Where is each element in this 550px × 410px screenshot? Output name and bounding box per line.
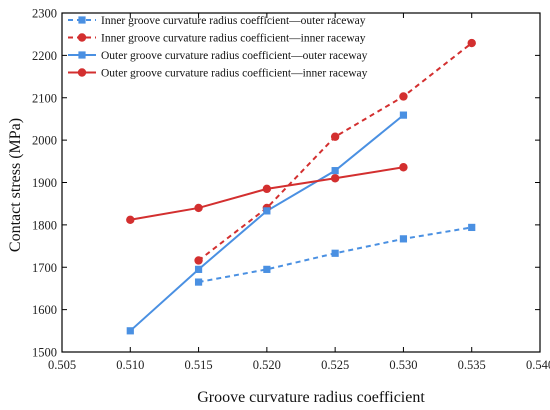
- x-tick-label: 0.525: [321, 358, 349, 372]
- x-axis-title: Groove curvature radius coefficient: [197, 389, 425, 406]
- series-2-point: [126, 327, 134, 335]
- series-0-point: [331, 249, 339, 257]
- series-3-point: [330, 174, 340, 183]
- legend-marker-2: [78, 51, 86, 59]
- x-tick-label: 0.520: [253, 358, 281, 372]
- series-1-point: [467, 38, 476, 48]
- series-1-point: [399, 92, 408, 101]
- x-tick-label: 0.510: [116, 358, 144, 372]
- series-1-point: [330, 132, 340, 141]
- plot-frame: [61, 12, 541, 353]
- legend-label-3: Outer groove curvature radius coefficien…: [101, 68, 368, 80]
- y-tick-label: 1900: [32, 176, 57, 190]
- legend-label-1: Inner groove curvature radius coefficien…: [101, 33, 366, 45]
- x-tick-label: 0.540: [526, 358, 550, 372]
- y-tick-label: 2000: [32, 134, 57, 148]
- series-0-point: [263, 265, 271, 273]
- series-3-point: [399, 163, 408, 172]
- legend-label-2: Outer groove curvature radius coefficien…: [101, 50, 368, 62]
- y-tick-label: 1600: [32, 303, 57, 317]
- series-0-point: [399, 235, 408, 243]
- series-2-point: [263, 207, 271, 215]
- series-1-point: [194, 256, 203, 265]
- y-tick-label: 1500: [32, 346, 57, 360]
- series-0-point: [194, 278, 203, 286]
- x-tick-label: 0.505: [48, 358, 76, 372]
- x-tick-label: 0.530: [389, 358, 417, 372]
- y-tick-label: 2100: [32, 91, 57, 105]
- y-tick-label: 1700: [32, 261, 57, 275]
- series-2-point: [331, 167, 339, 175]
- series-line-2: [129, 114, 405, 332]
- legend-marker-3: [77, 68, 87, 77]
- y-axis-title: Contact stress (MPa): [7, 118, 24, 252]
- series-3-point: [194, 203, 203, 213]
- plot-markers: [126, 38, 476, 335]
- legend: Inner groove curvature radius coefficien…: [68, 15, 368, 80]
- legend-marker-1: [77, 33, 87, 42]
- y-tick-label: 2300: [32, 7, 57, 21]
- y-tick-label: 1800: [32, 218, 57, 232]
- axes: 0.505 0.510 0.515 0.520 0.525 0.530 0.535 0.540…: [32, 7, 550, 373]
- series-0-point: [468, 223, 476, 232]
- plot-lines: [129, 42, 473, 332]
- series-3-point: [126, 215, 135, 224]
- legend-label-0: Inner groove curvature radius coefficien…: [101, 15, 366, 27]
- series-2-point: [399, 111, 408, 119]
- series-2-point: [194, 265, 203, 273]
- x-tick-label: 0.515: [185, 358, 213, 372]
- y-tick-label: 2200: [32, 49, 57, 63]
- series-3-point: [262, 184, 272, 194]
- legend-marker-0: [78, 16, 86, 24]
- x-tick-label: 0.535: [458, 358, 486, 372]
